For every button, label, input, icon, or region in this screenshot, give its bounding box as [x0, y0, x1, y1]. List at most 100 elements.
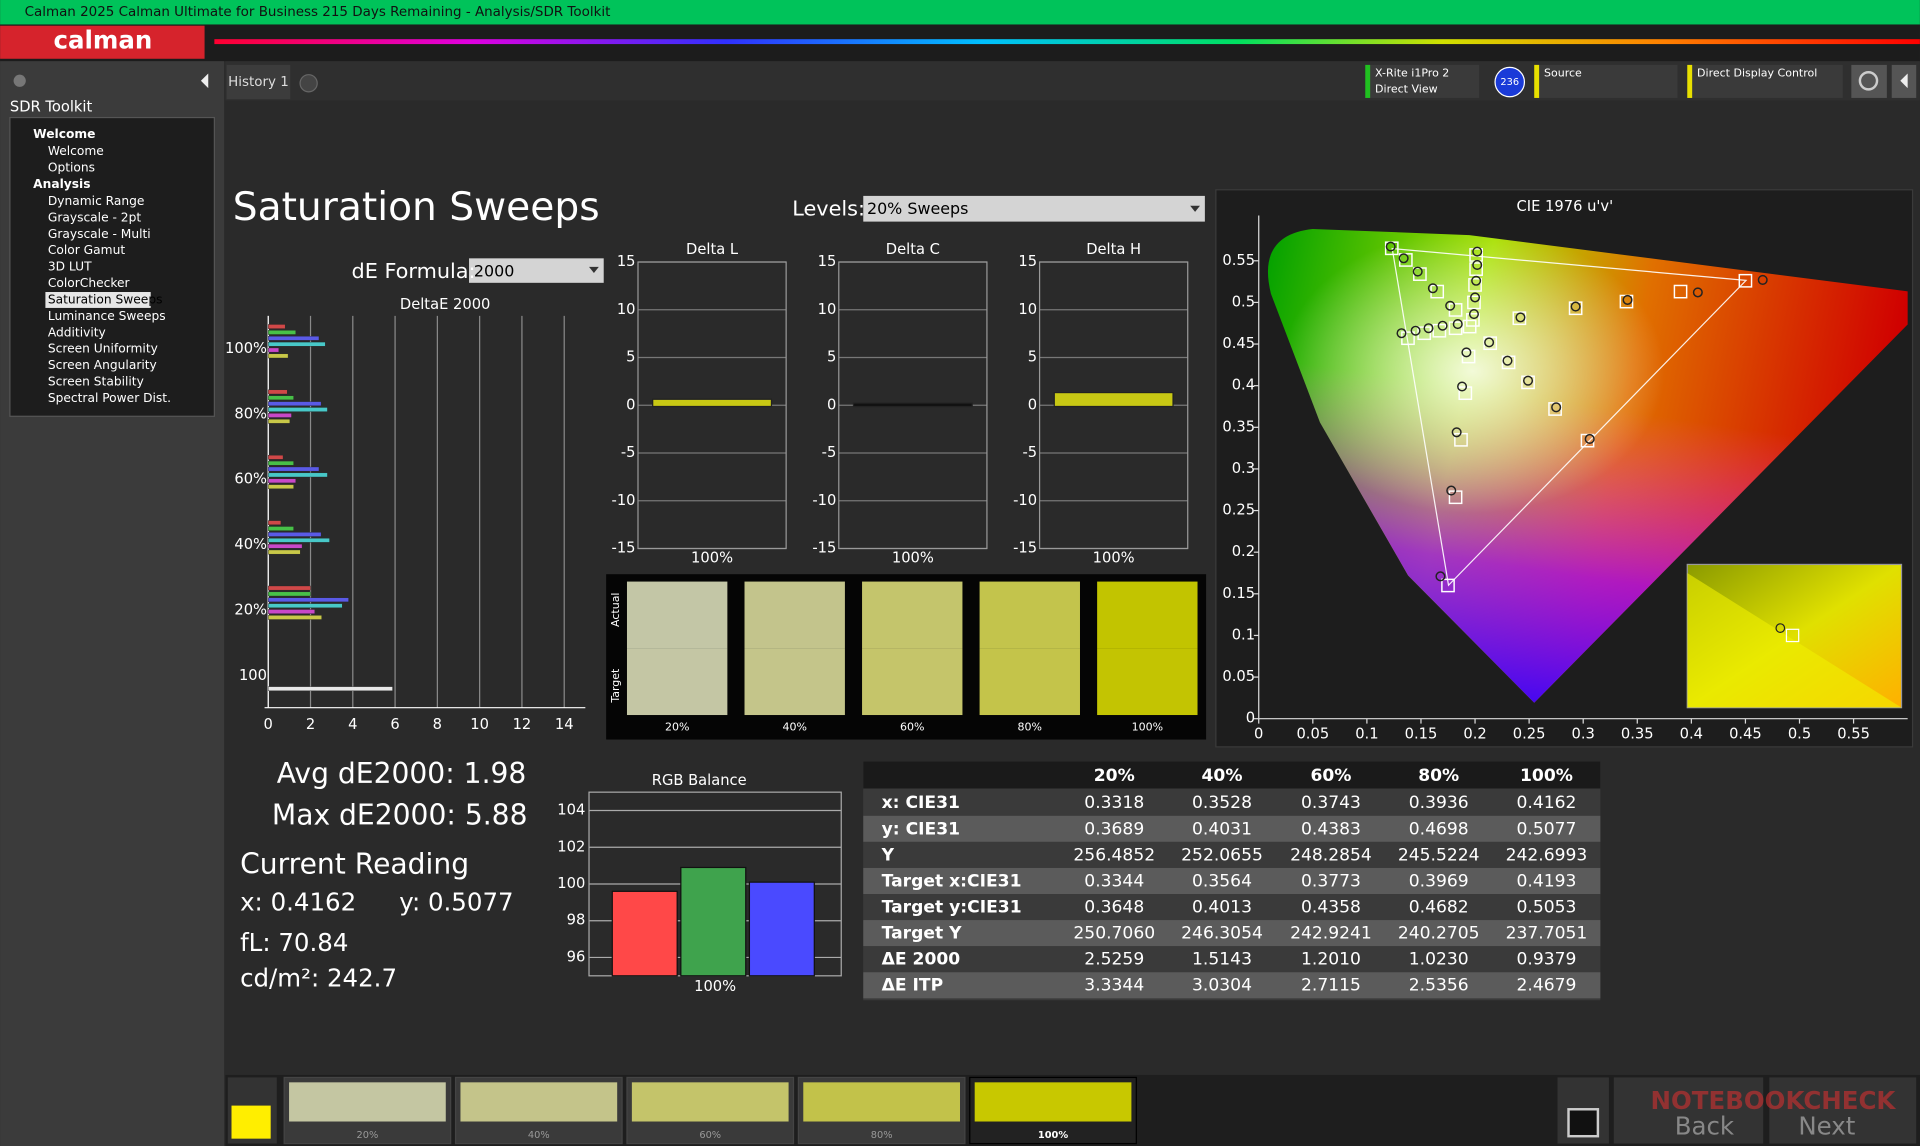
y-tick-label: -5 — [1022, 444, 1037, 461]
add-tab[interactable] — [299, 74, 318, 93]
y-tick-label: 0.15 — [1222, 585, 1255, 602]
x-tick-label: 10 — [470, 716, 489, 733]
y-tick-label: 0.5 — [1232, 293, 1255, 310]
chart-title: Delta C — [886, 241, 940, 258]
tree-item[interactable]: Saturation Sweeps — [48, 292, 163, 306]
tree-item[interactable]: Spectral Power Dist. — [48, 391, 171, 405]
tree-item[interactable]: Screen Stability — [48, 374, 144, 388]
table-cell: 0.3969 — [1409, 871, 1469, 891]
tree-item[interactable]: Grayscale - 2pt — [48, 210, 142, 224]
x-tick-label: 100% — [694, 978, 736, 995]
tree-item[interactable]: Luminance Sweeps — [48, 309, 166, 323]
measured-point — [1437, 320, 1448, 331]
tab[interactable] — [226, 64, 291, 100]
sweep-label: 80% — [871, 1130, 893, 1141]
next-label[interactable]: Next — [1798, 1112, 1855, 1141]
tree-item[interactable]: Additivity — [48, 325, 106, 339]
sweep-label: 40% — [528, 1130, 550, 1141]
tree-group[interactable]: Analysis — [33, 177, 90, 191]
measured-point — [1470, 292, 1481, 303]
meter-box[interactable] — [1365, 64, 1480, 98]
chart-title: Delta H — [1086, 241, 1141, 258]
reading-title: Current Reading — [240, 848, 469, 881]
sweep-label: 100% — [1038, 1130, 1068, 1141]
logo-box[interactable] — [0, 25, 205, 59]
table-cell: 3.3344 — [1084, 976, 1144, 996]
x-tick-label: 4 — [348, 716, 357, 733]
x-tick-label: 0 — [1254, 726, 1263, 743]
measured-point — [1435, 571, 1446, 582]
tree-item[interactable]: Welcome — [48, 144, 104, 158]
tree-item[interactable]: Color Gamut — [48, 243, 125, 257]
stop-icon — [1567, 1108, 1600, 1138]
table-header — [863, 761, 1601, 789]
sidebar-collapse[interactable] — [200, 73, 209, 89]
next-button[interactable] — [1769, 1077, 1917, 1144]
formula-value[interactable]: 2000 — [474, 261, 514, 280]
tree-item[interactable]: 3D LUT — [48, 260, 92, 274]
table-cell: 0.3743 — [1301, 793, 1361, 813]
y-tick-label: -15 — [1013, 540, 1037, 557]
table-cell: 0.5077 — [1517, 819, 1577, 839]
sidebar-pin[interactable] — [13, 74, 26, 87]
y-tick-label: 60% — [234, 471, 267, 488]
plot-frame — [838, 261, 988, 550]
y-tick-label: 40% — [234, 536, 267, 553]
table-cell: 1.0230 — [1409, 950, 1469, 970]
x-tick-label: 100% — [892, 549, 934, 566]
display-box[interactable] — [1687, 64, 1843, 98]
y-tick-label: 98 — [567, 912, 586, 929]
bar — [268, 585, 311, 591]
tree-item[interactable]: Dynamic Range — [48, 194, 145, 208]
table-cell: 3.0304 — [1192, 976, 1252, 996]
tree-item[interactable]: ColorChecker — [48, 276, 131, 290]
tree-item[interactable]: Grayscale - Multi — [48, 227, 151, 241]
y-tick-label: 10 — [617, 301, 636, 318]
row-label: Target — [609, 668, 622, 704]
table-row — [863, 867, 1601, 895]
table-row-label: ΔE ITP — [882, 976, 944, 996]
table-row-label: Target x:CIE31 — [882, 871, 1022, 891]
measured-point — [1396, 328, 1407, 339]
back-label[interactable]: Back — [1675, 1112, 1735, 1141]
table-cell: 2.5356 — [1409, 976, 1469, 996]
chart-title: RGB Balance — [652, 772, 747, 789]
tree-item[interactable]: Screen Angularity — [48, 358, 157, 372]
formula-dropdown[interactable] — [469, 258, 604, 283]
swatch-actual — [1097, 581, 1198, 649]
tree-group[interactable]: Welcome — [33, 127, 95, 141]
bar — [268, 407, 328, 412]
target-point — [1469, 262, 1483, 276]
bar — [268, 484, 294, 489]
levels-value[interactable]: 20% Sweeps — [867, 199, 968, 218]
back-button[interactable] — [1613, 1077, 1764, 1144]
settings-button[interactable] — [1851, 64, 1887, 98]
tree-item[interactable]: Options — [48, 161, 95, 175]
reading-y: y: 0.5077 — [399, 888, 513, 917]
measured-point — [1385, 241, 1396, 252]
y-tick-label: 0.1 — [1232, 626, 1255, 643]
rainbow-strip — [214, 39, 1920, 45]
meter-badge[interactable] — [1494, 66, 1526, 98]
swatch-actual — [862, 581, 963, 649]
y-tick-label: -10 — [612, 492, 636, 509]
page-title: Saturation Sweeps — [233, 185, 600, 230]
x-tick-label: 0.1 — [1355, 726, 1378, 743]
swatch-target — [979, 648, 1080, 716]
y-tick-label: -10 — [812, 492, 836, 509]
bar — [268, 543, 303, 549]
levels-dropdown[interactable] — [863, 195, 1205, 222]
y-tick-label: 102 — [557, 838, 585, 855]
tree-item[interactable]: Screen Uniformity — [48, 342, 158, 356]
table-row — [863, 972, 1601, 999]
plot-frame — [1038, 261, 1189, 550]
table-row — [863, 789, 1601, 816]
spectral-locus — [1267, 228, 1908, 703]
tab-label[interactable]: History 1 — [228, 75, 289, 90]
bar — [268, 549, 301, 555]
y-tick-label: -5 — [822, 444, 837, 461]
logo[interactable]: calman — [54, 26, 153, 55]
sweep-swatch — [803, 1082, 960, 1122]
source-box[interactable] — [1534, 64, 1678, 98]
x-tick-label: 0.25 — [1513, 726, 1546, 743]
